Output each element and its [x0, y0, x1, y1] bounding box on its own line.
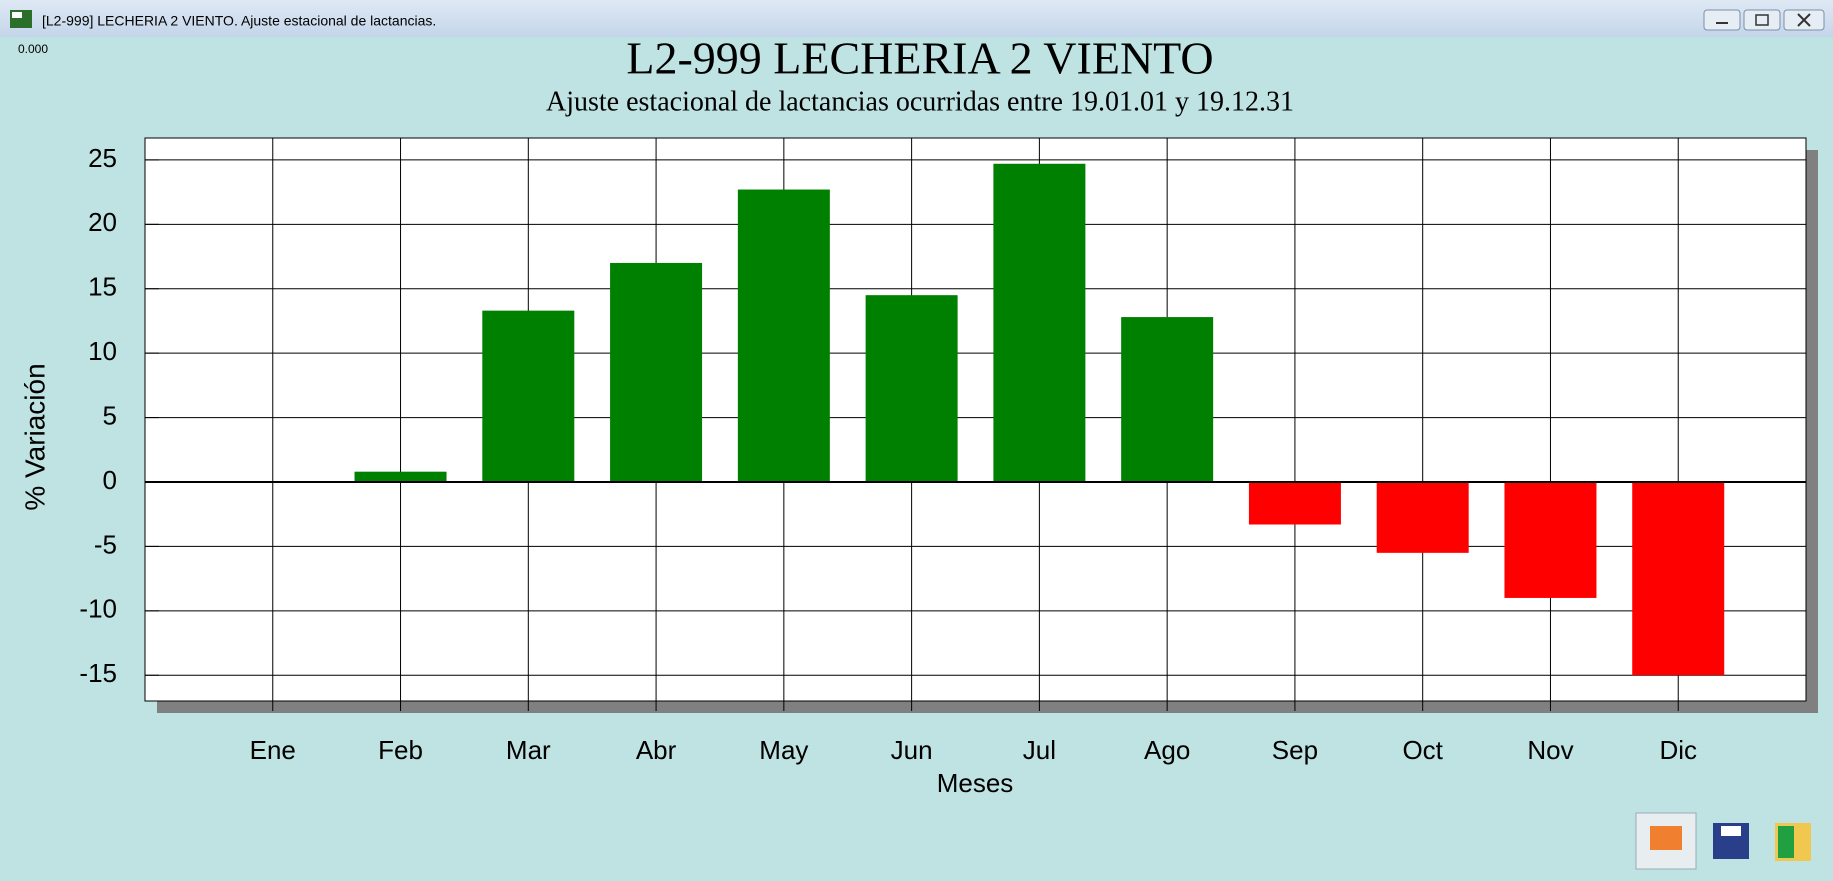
y-tick-label: 0 [103, 465, 117, 495]
window-controls[interactable] [1703, 9, 1825, 31]
x-tick-label: Oct [1402, 735, 1443, 765]
chart-subtitle: Ajuste estacional de lactancias ocurrida… [546, 86, 1294, 117]
plot-area [144, 137, 1807, 702]
y-axis-label: % Variación [19, 363, 50, 510]
y-tick-label: 25 [88, 143, 117, 173]
bar [1376, 481, 1469, 553]
bar [993, 163, 1086, 482]
bar [737, 189, 830, 482]
bar [1248, 481, 1341, 525]
minimize-button[interactable] [1703, 9, 1741, 31]
bar [1504, 481, 1597, 598]
x-tick-label: Jun [891, 735, 933, 765]
bar [610, 262, 703, 482]
print-icon [1650, 826, 1682, 850]
x-tick-label: Dic [1659, 735, 1697, 765]
bar [1632, 481, 1725, 676]
x-tick-label: Ago [1144, 735, 1190, 765]
corner-label: 0.000 [18, 42, 48, 56]
exit-icon-door [1778, 826, 1794, 858]
toolbar [1635, 812, 1811, 870]
y-tick-label: 15 [88, 272, 117, 302]
x-axis-label: Meses [937, 768, 1014, 798]
y-tick-label: 10 [88, 336, 117, 366]
x-tick-label: Abr [636, 735, 677, 765]
bar [865, 295, 958, 482]
x-tick-label: Feb [378, 735, 423, 765]
x-tick-label: Jul [1023, 735, 1056, 765]
y-tick-label: -10 [79, 594, 117, 624]
y-tick-label: -5 [94, 529, 117, 559]
chart-title: L2-999 LECHERIA 2 VIENTO [626, 33, 1213, 84]
title-bar [0, 0, 1833, 37]
x-tick-label: Nov [1527, 735, 1573, 765]
save-icon-detail [1721, 826, 1741, 836]
x-tick-label: May [759, 735, 808, 765]
x-tick-label: Sep [1272, 735, 1318, 765]
y-tick-label: 5 [103, 400, 117, 430]
y-tick-label: 20 [88, 207, 117, 237]
restore-button[interactable] [1743, 9, 1781, 31]
bar [1121, 317, 1214, 482]
window-title: [L2-999] LECHERIA 2 VIENTO. Ajuste estac… [42, 13, 436, 29]
bar [482, 310, 575, 482]
x-tick-label: Ene [250, 735, 296, 765]
app-icon-detail [12, 12, 22, 18]
x-tick-label: Mar [506, 735, 551, 765]
bar [354, 471, 447, 482]
y-tick-label: -15 [79, 658, 117, 688]
